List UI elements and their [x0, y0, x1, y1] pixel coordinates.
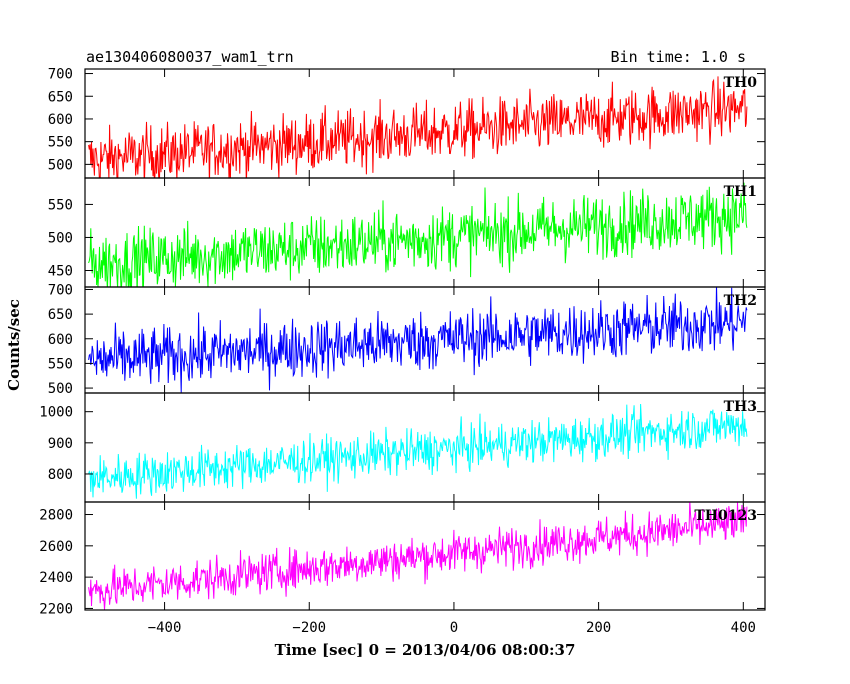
panel-frame — [84, 177, 766, 288]
panel-th0: 500 550 600 650 700 TH0 — [48, 67, 766, 179]
panel-label-th0: TH0 — [724, 75, 758, 91]
y-tick-label: 500 — [48, 381, 73, 397]
y-tick-label: 2200 — [39, 601, 73, 617]
y-tick-label: 650 — [48, 307, 73, 323]
series-line-th1 — [88, 182, 748, 287]
bin-time-label: Bin time: 1.0 s — [611, 48, 746, 66]
series-line-th3 — [88, 403, 748, 499]
panel-label-th1: TH1 — [724, 184, 757, 200]
y-tick-label: 550 — [48, 197, 73, 213]
panel-label-th3: TH3 — [724, 399, 757, 415]
panel-th3: 800 900 1000 TH3 — [39, 392, 766, 503]
x-tick-label: 400 — [731, 620, 756, 636]
y-tick-label: 650 — [48, 89, 73, 105]
panel-th2: 500 550 600 650 700 TH2 — [48, 282, 766, 397]
y-axis-label: Counts/sec — [5, 299, 23, 391]
panel-label-th2: TH2 — [724, 293, 757, 309]
series-line-th0123 — [88, 502, 748, 610]
x-tick-label: −400 — [148, 620, 182, 636]
x-tick-label: 200 — [586, 620, 611, 636]
x-axis: −400 −200 0 200 400 — [148, 620, 756, 636]
y-tick-label: 2400 — [39, 570, 73, 586]
y-tick-label: 1000 — [39, 405, 73, 421]
y-tick-label: 2800 — [39, 508, 73, 524]
y-tick-label: 600 — [48, 112, 73, 128]
panel-frame — [84, 501, 766, 611]
y-tick-label: 500 — [48, 157, 73, 173]
series-line-th0 — [88, 76, 748, 178]
panel-th1: 450 500 550 TH1 — [48, 177, 766, 288]
y-tick-label: 600 — [48, 332, 73, 348]
y-tick-label: 900 — [48, 436, 73, 452]
panel-th0123: 2200 2400 2600 2800 TH0123 — [39, 501, 766, 617]
panels-group: 500 550 600 650 700 TH0 450 500 550 TH1 500 550 600 6… — [39, 67, 766, 617]
chart-title: ae130406080037_wam1_trn — [86, 48, 294, 66]
y-tick-label: 550 — [48, 356, 73, 372]
x-tick-label: −200 — [292, 620, 326, 636]
y-tick-label: 550 — [48, 135, 73, 151]
y-tick-label: 500 — [48, 230, 73, 246]
y-tick-label: 800 — [48, 467, 73, 483]
y-tick-label: 700 — [48, 282, 73, 298]
y-tick-label: 450 — [48, 263, 73, 279]
y-tick-label: 700 — [48, 67, 73, 83]
series-line-th2 — [88, 287, 748, 393]
panel-label-th0123: TH0123 — [694, 508, 757, 524]
x-axis-label: Time [sec] 0 = 2013/04/06 08:00:37 — [275, 641, 576, 659]
y-tick-label: 2600 — [39, 539, 73, 555]
x-tick-label: 0 — [450, 620, 458, 636]
